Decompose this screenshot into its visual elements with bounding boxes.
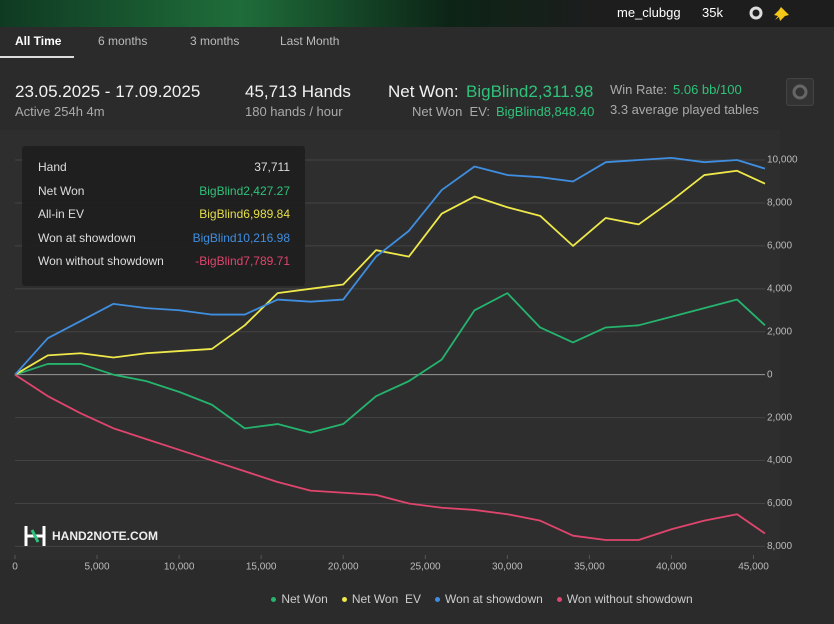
tooltip-row: All-in EV BigBlind6,989.84 [38, 207, 290, 221]
x-tick-label: 30,000 [492, 562, 523, 573]
series-line [14, 169, 766, 376]
tooltip-label: Won without showdown [38, 254, 164, 268]
period: 23.05.2025 - 17.09.2025 [15, 82, 201, 101]
icons [749, 6, 789, 21]
series-line [14, 373, 766, 541]
legend-label: Net Won EV [351, 592, 421, 606]
settings-icon[interactable] [749, 6, 763, 20]
hands-rate: 180 hands / hour [245, 104, 343, 119]
active-time: Active 254h 4m [15, 104, 105, 119]
y-tick-label: 2,000 [767, 326, 792, 337]
chart: 10,000 8,000 6,000 4,000 2,000 0 2,000 4,000 6,0… [0, 130, 798, 573]
tooltip-value: 37,711 [254, 160, 290, 174]
net-won-label: Net Won: [388, 82, 459, 101]
tooltip-label: Won at showdown [38, 230, 136, 245]
series-line [14, 292, 766, 434]
y-tick-label: 6,000 [767, 498, 792, 509]
tooltip-value: BigBlind10,216.98 [192, 230, 290, 245]
tooltip-label: Net Won [38, 183, 85, 198]
x-tick-label: 45,000 [738, 562, 769, 573]
stack: 35k [702, 5, 723, 20]
tooltip-row: Net Won BigBlind2,427.27 [38, 184, 290, 198]
pin-icon[interactable] [774, 7, 789, 21]
tooltip-row: Won without showdown -BigBlind7,789.71 [38, 254, 290, 268]
y-tick-label: 6,000 [767, 241, 792, 252]
tooltip-label: Hand [38, 160, 67, 174]
tab-bar [0, 27, 834, 59]
tooltip-row: Won at showdown BigBlind10,216.98 [38, 231, 290, 245]
legend-item: Net Won EV [341, 592, 421, 606]
tooltip-label: All-in EV [38, 207, 85, 221]
tooltip-value: BigBlind6,989.84 [199, 207, 290, 221]
net-won-ev: BigBlind8,848.40 [496, 104, 595, 119]
logo-icon [24, 526, 46, 546]
x-tick-label: 10,000 [164, 562, 195, 573]
tooltip: Hand 37,711 Net Won BigBlind2,427.27 All-in … [22, 146, 305, 286]
legend-label: Won at showdown [444, 592, 543, 606]
legend-swatch [341, 596, 347, 602]
x-tick-label: 0 [12, 562, 18, 573]
y-tick-label: 4,000 [767, 455, 792, 466]
y-tick-label: 8,000 [767, 541, 792, 552]
x-tick-label: 35,000 [574, 562, 605, 573]
chart-settings[interactable] [786, 78, 814, 106]
tab[interactable]: 6 months [98, 34, 148, 48]
x-tick-label: 5,000 [85, 562, 110, 573]
series-line [14, 156, 766, 376]
logo: HAND2NOTE.COM [24, 524, 158, 548]
legend-item: Won without showdown [556, 592, 693, 606]
y-tick-label: 10,000 [767, 155, 798, 166]
net-won-ev-label: Net Won EV: [412, 104, 491, 119]
y-tick-label: 2,000 [767, 412, 792, 423]
user-name[interactable]: me_clubgg [617, 5, 681, 20]
legend-swatch [556, 596, 562, 602]
tooltip-value: -BigBlind7,789.71 [195, 254, 290, 268]
button[interactable] [786, 78, 814, 106]
y-tick-label: 8,000 [767, 198, 792, 209]
legend-item: Net Won [271, 592, 328, 606]
tab[interactable]: 3 months [190, 34, 240, 48]
legend-label: Net Won [281, 592, 328, 606]
legend-item: Won at showdown [434, 592, 543, 606]
x-tick-label: 25,000 [410, 562, 441, 573]
watermark: HAND2NOTE.COM [52, 529, 159, 543]
win-rate-label: Win Rate: [610, 82, 668, 97]
tables: 3.3 average played tables [610, 102, 759, 117]
tab-underline [0, 56, 74, 58]
y-tick-label: 4,000 [767, 283, 792, 294]
tab[interactable]: Last Month [280, 34, 340, 48]
tooltip-value: BigBlind2,427.27 [199, 183, 290, 198]
y-tick-label: 0 [767, 369, 773, 380]
legend-swatch [434, 596, 440, 602]
tab[interactable]: All Time [15, 34, 62, 48]
tooltip-row: Hand 37,711 [38, 160, 290, 174]
x-tick-label: 15,000 [246, 562, 277, 573]
win-rate: 5.06 bb/100 [673, 82, 742, 97]
hands: 45,713 Hands [245, 82, 351, 101]
net-won: BigBlind2,311.98 [466, 82, 594, 101]
banner [0, 0, 600, 27]
legend-swatch [271, 596, 277, 602]
legend: Net Won Net Won EV Won at showdown Won with… [0, 592, 834, 606]
x-tick-label: 40,000 [656, 562, 687, 573]
gear [792, 84, 808, 100]
legend-label: Won without showdown [566, 592, 693, 606]
x-tick-label: 20,000 [328, 562, 359, 573]
